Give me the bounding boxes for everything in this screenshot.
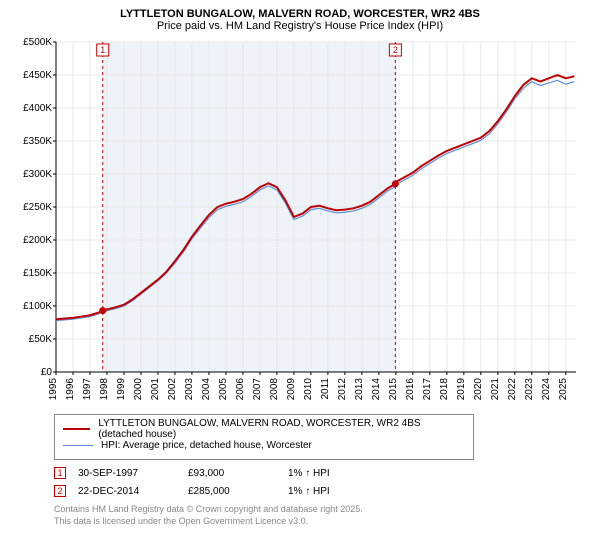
sale-marker-icon: 2 [54, 485, 66, 497]
svg-text:2007: 2007 [252, 378, 263, 401]
svg-text:£100K: £100K [23, 301, 52, 312]
legend-swatch [63, 445, 93, 446]
svg-text:2004: 2004 [201, 378, 212, 401]
svg-text:£200K: £200K [23, 235, 52, 246]
sale-point-row: 2 22-DEC-2014 £285,000 1% ↑ HPI [54, 482, 590, 500]
line-chart: 1 2 £0 £50K £100K £150K £200K £250K £300K £350K £4… [12, 36, 580, 406]
svg-text:2015: 2015 [388, 378, 399, 401]
svg-text:2013: 2013 [354, 378, 365, 401]
svg-text:1996: 1996 [65, 378, 76, 401]
chart-title: LYTTLETON BUNGALOW, MALVERN ROAD, WORCES… [10, 8, 590, 20]
sale-date: 30-SEP-1997 [78, 468, 188, 479]
svg-text:2002: 2002 [167, 378, 178, 401]
svg-text:1999: 1999 [116, 378, 127, 401]
legend: LYTTLETON BUNGALOW, MALVERN ROAD, WORCES… [54, 414, 474, 460]
svg-text:2: 2 [393, 45, 398, 55]
svg-text:2011: 2011 [320, 378, 331, 400]
legend-swatch [63, 428, 90, 430]
svg-text:1: 1 [100, 45, 105, 55]
sale-pct: 1% ↑ HPI [288, 486, 368, 497]
sale-point-row: 1 30-SEP-1997 £93,000 1% ↑ HPI [54, 464, 590, 482]
chart-area: 1 2 £0 £50K £100K £150K £200K £250K £300K £350K £4… [12, 36, 580, 406]
svg-text:1995: 1995 [48, 378, 59, 401]
sale-price: £93,000 [188, 468, 288, 479]
svg-text:2006: 2006 [235, 378, 246, 401]
svg-text:£450K: £450K [23, 70, 52, 81]
svg-text:1997: 1997 [82, 378, 93, 401]
svg-text:2000: 2000 [133, 378, 144, 401]
footer-line: Contains HM Land Registry data © Crown c… [54, 504, 590, 516]
sale-price: £285,000 [188, 486, 288, 497]
svg-text:2008: 2008 [269, 378, 280, 401]
legend-row: LYTTLETON BUNGALOW, MALVERN ROAD, WORCES… [63, 421, 465, 437]
svg-text:2009: 2009 [286, 378, 297, 401]
svg-text:2019: 2019 [456, 378, 467, 401]
svg-text:£300K: £300K [23, 169, 52, 180]
svg-text:£400K: £400K [23, 103, 52, 114]
svg-text:2023: 2023 [524, 378, 535, 401]
svg-text:2012: 2012 [337, 378, 348, 401]
svg-text:2018: 2018 [439, 378, 450, 401]
svg-text:2010: 2010 [303, 378, 314, 401]
svg-text:£350K: £350K [23, 136, 52, 147]
svg-text:2024: 2024 [541, 378, 552, 401]
svg-text:2022: 2022 [507, 378, 518, 401]
sale-date: 22-DEC-2014 [78, 486, 188, 497]
svg-text:£50K: £50K [29, 334, 53, 345]
legend-label: LYTTLETON BUNGALOW, MALVERN ROAD, WORCES… [98, 418, 465, 440]
sale-marker-icon: 1 [54, 467, 66, 479]
svg-text:£500K: £500K [23, 37, 52, 48]
svg-text:2003: 2003 [184, 378, 195, 401]
chart-subtitle: Price paid vs. HM Land Registry's House … [10, 20, 590, 32]
svg-text:2025: 2025 [558, 378, 569, 401]
chart-title-block: LYTTLETON BUNGALOW, MALVERN ROAD, WORCES… [10, 8, 590, 32]
svg-text:2001: 2001 [150, 378, 161, 401]
svg-text:2017: 2017 [422, 378, 433, 401]
svg-text:£0: £0 [41, 367, 53, 378]
footer-attribution: Contains HM Land Registry data © Crown c… [54, 504, 590, 527]
svg-text:2014: 2014 [371, 378, 382, 401]
svg-text:£150K: £150K [23, 268, 52, 279]
svg-text:2016: 2016 [405, 378, 416, 401]
svg-text:2021: 2021 [490, 378, 501, 401]
footer-line: This data is licensed under the Open Gov… [54, 516, 590, 528]
svg-text:2020: 2020 [473, 378, 484, 401]
svg-text:1998: 1998 [99, 378, 110, 401]
sale-pct: 1% ↑ HPI [288, 468, 368, 479]
svg-text:2005: 2005 [218, 378, 229, 401]
legend-label: HPI: Average price, detached house, Worc… [101, 440, 312, 451]
svg-text:£250K: £250K [23, 202, 52, 213]
